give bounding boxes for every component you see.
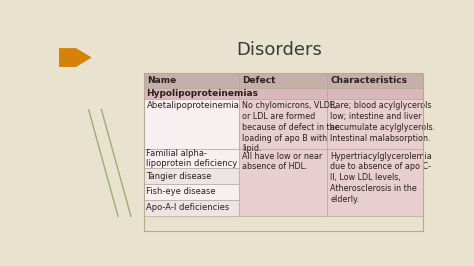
- Bar: [144, 168, 239, 184]
- Bar: [328, 73, 423, 88]
- Bar: [144, 88, 239, 99]
- Bar: [144, 200, 239, 216]
- Bar: [239, 88, 328, 99]
- Text: Defect: Defect: [242, 76, 276, 85]
- Bar: [144, 99, 239, 149]
- Text: No chylomicrons, VLDL,
or LDL are formed
because of defect in the
loading of apo: No chylomicrons, VLDL, or LDL are formed…: [242, 101, 340, 153]
- FancyArrow shape: [59, 49, 91, 66]
- Bar: [239, 149, 328, 216]
- Bar: [144, 184, 239, 200]
- Bar: [144, 73, 239, 88]
- Text: Abetalipoproteinemia: Abetalipoproteinemia: [146, 101, 239, 110]
- Text: Familial alpha-
lipoprotein deficiency: Familial alpha- lipoprotein deficiency: [146, 149, 237, 168]
- Text: Hypertriacylglycerolemia
due to absence of apo C-
II, Low LDL levels,
Atheroscle: Hypertriacylglycerolemia due to absence …: [330, 152, 432, 204]
- Bar: [239, 73, 328, 88]
- Bar: [144, 149, 239, 168]
- Bar: [328, 149, 423, 216]
- Text: All have low or near
absence of HDL.: All have low or near absence of HDL.: [242, 152, 322, 171]
- Bar: [144, 73, 423, 231]
- Text: Hypolipoproteinemias: Hypolipoproteinemias: [146, 89, 258, 98]
- Text: Rare; blood acylglycerols
low; intestine and liver
accumulate acylglycerols.
Int: Rare; blood acylglycerols low; intestine…: [330, 101, 436, 143]
- Text: Disorders: Disorders: [237, 41, 323, 59]
- Text: Tangier disease: Tangier disease: [146, 172, 212, 181]
- Bar: [328, 99, 423, 149]
- Text: Fish-eye disease: Fish-eye disease: [146, 188, 216, 197]
- Text: Name: Name: [146, 76, 176, 85]
- Text: Characteristics: Characteristics: [330, 76, 407, 85]
- Text: Apo-A-I deficiencies: Apo-A-I deficiencies: [146, 203, 229, 212]
- Bar: [239, 99, 328, 149]
- Bar: [328, 88, 423, 99]
